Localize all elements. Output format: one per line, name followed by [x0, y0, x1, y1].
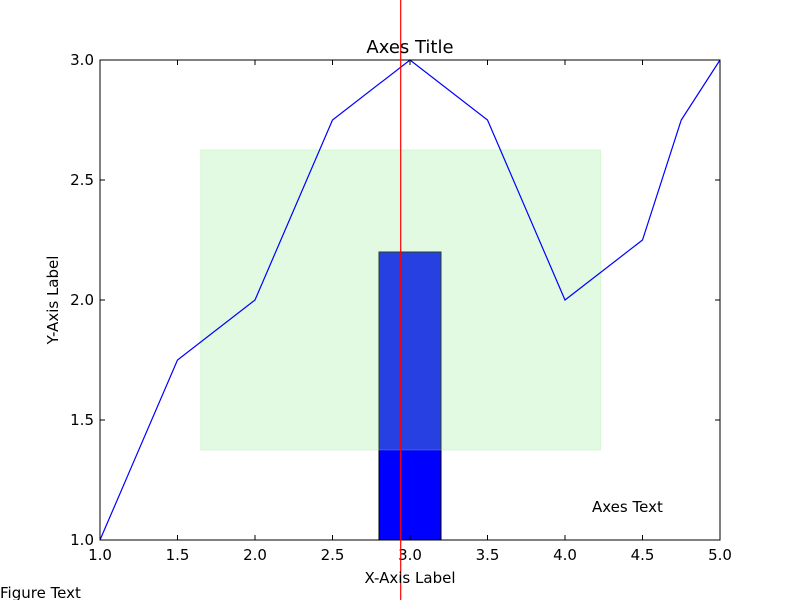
x-tick-label: 4.0 — [553, 546, 577, 564]
axes-text: Axes Text — [592, 498, 663, 516]
x-tick-label: 5.0 — [708, 546, 732, 564]
x-tick-label: 3.5 — [476, 546, 500, 564]
y-tick-label: 1.0 — [70, 531, 94, 549]
x-axis-label: X-Axis Label — [365, 569, 456, 587]
x-tick-label: 4.5 — [631, 546, 655, 564]
x-tick-label: 1.5 — [166, 546, 190, 564]
figure-text: Figure Text — [0, 584, 81, 600]
y-tick-label: 2.0 — [70, 291, 94, 309]
x-tick-label: 2.5 — [321, 546, 345, 564]
line-series-1 — [99, 59, 721, 541]
y-axis-label: Y-Axis Label — [44, 256, 62, 346]
x-tick-label: 1.0 — [88, 546, 112, 564]
y-tick-label: 2.5 — [70, 171, 94, 189]
plot-area — [99, 59, 721, 541]
bar — [378, 251, 442, 541]
axes: 1.0 1.5 2.0 2.5 3.0 3.5 4.0 4.5 5.0 1.0 1.5 2.0 2.5 3… — [70, 0, 732, 600]
y-tick-label: 3.0 — [70, 51, 94, 69]
x-tick-label: 2.0 — [243, 546, 267, 564]
y-tick-label: 1.5 — [70, 411, 94, 429]
chart-title: Axes Title — [366, 37, 453, 58]
x-tick-label: 3.0 — [398, 546, 422, 564]
